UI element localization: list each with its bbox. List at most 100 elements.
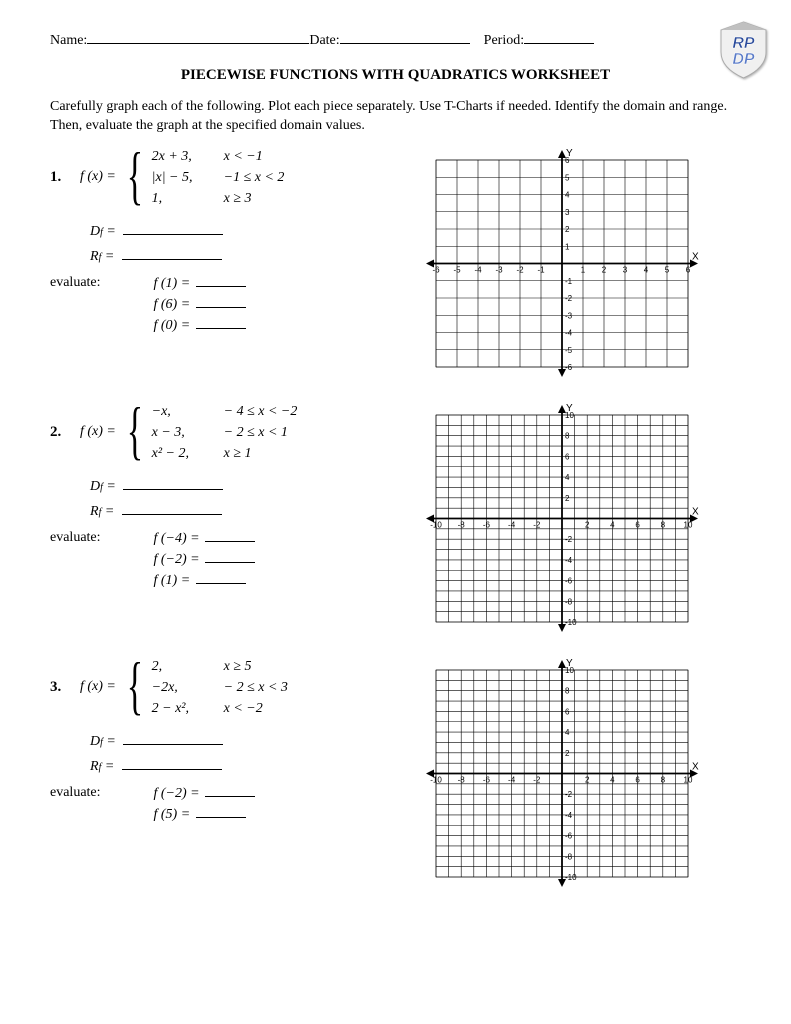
eval-line: f (1) =	[154, 572, 256, 589]
svg-text:10: 10	[684, 775, 693, 784]
svg-text:1: 1	[581, 265, 586, 274]
range-line: Rf =	[90, 503, 410, 520]
svg-text:4: 4	[565, 728, 570, 737]
range-blank[interactable]	[122, 503, 222, 515]
eval-blank[interactable]	[196, 806, 246, 818]
svg-text:3: 3	[565, 208, 570, 217]
svg-text:-8: -8	[458, 520, 466, 529]
eval-line: f (−2) =	[154, 785, 256, 802]
piece-cond: x < −1	[224, 146, 263, 167]
problems-container: 1. f (x) = { 2x + 3,x < −1|x| − 5,−1 ≤ x…	[50, 146, 741, 891]
svg-text:-4: -4	[565, 328, 573, 337]
piece-cond: − 2 ≤ x < 3	[224, 677, 288, 698]
date-blank[interactable]	[340, 30, 470, 44]
svg-text:2: 2	[602, 265, 607, 274]
piece-cond: − 2 ≤ x < 1	[224, 422, 288, 443]
svg-text:6: 6	[635, 520, 640, 529]
range-blank[interactable]	[122, 248, 222, 260]
svg-text:-4: -4	[565, 556, 573, 565]
eval-blank[interactable]	[205, 551, 255, 563]
svg-text:-1: -1	[537, 265, 545, 274]
piece-expr: −2x,	[152, 677, 224, 698]
svg-text:4: 4	[565, 190, 570, 199]
svg-text:-2: -2	[565, 790, 573, 799]
evaluate-block: evaluate: f (−2) = f (5) =	[50, 785, 410, 827]
svg-text:-5: -5	[565, 346, 573, 355]
svg-text:-10: -10	[430, 775, 442, 784]
problem: 2. f (x) = { −x,− 4 ≤ x < −2x − 3,− 2 ≤ …	[50, 401, 741, 636]
piece-cond: x < −2	[224, 698, 263, 719]
svg-text:5: 5	[665, 265, 670, 274]
graph: -6-6-5-5-4-4-3-3-2-2-1-1112233445566YX	[422, 146, 702, 381]
logo-top-text: RP	[732, 35, 755, 52]
instructions: Carefully graph each of the following. P…	[50, 98, 741, 136]
function-definition: f (x) = { 2x + 3,x < −1|x| − 5,−1 ≤ x < …	[80, 146, 284, 209]
problem-left: 2. f (x) = { −x,− 4 ≤ x < −2x − 3,− 2 ≤ …	[50, 401, 410, 593]
svg-text:X: X	[692, 251, 699, 262]
svg-text:10: 10	[684, 520, 693, 529]
piece-cond: x ≥ 5	[224, 656, 252, 677]
svg-text:3: 3	[623, 265, 628, 274]
piece-expr: 1,	[152, 188, 224, 209]
eval-blank[interactable]	[196, 317, 246, 329]
eval-blank[interactable]	[196, 275, 246, 287]
pieces: 2,x ≥ 5−2x,− 2 ≤ x < 32 − x²,x < −2	[152, 656, 288, 719]
svg-text:6: 6	[565, 452, 570, 461]
svg-text:-2: -2	[516, 265, 524, 274]
pieces: 2x + 3,x < −1|x| − 5,−1 ≤ x < 21,x ≥ 3	[152, 146, 285, 209]
page: RP DP Name: Date: Period: PIECEWISE FUNC…	[0, 0, 791, 931]
svg-text:2: 2	[565, 225, 570, 234]
logo-bottom-text: DP	[732, 51, 755, 68]
brace-icon: {	[127, 661, 143, 713]
svg-text:-3: -3	[495, 265, 503, 274]
name-label: Name:	[50, 33, 87, 49]
svg-text:8: 8	[565, 686, 570, 695]
problem-left: 3. f (x) = { 2,x ≥ 5−2x,− 2 ≤ x < 32 − x…	[50, 656, 410, 827]
eval-line: f (−2) =	[154, 551, 256, 568]
problem-left: 1. f (x) = { 2x + 3,x < −1|x| − 5,−1 ≤ x…	[50, 146, 410, 338]
piece-cond: x ≥ 3	[224, 188, 252, 209]
svg-text:-4: -4	[508, 775, 516, 784]
svg-text:6: 6	[565, 707, 570, 716]
name-blank[interactable]	[87, 30, 309, 44]
svg-text:-10: -10	[565, 618, 577, 627]
eval-blank[interactable]	[205, 530, 255, 542]
domain-blank[interactable]	[123, 733, 223, 745]
graph: -10-10-8-8-6-6-4-4-2-2224466881010YX	[422, 656, 702, 891]
piece-cond: x ≥ 1	[224, 443, 252, 464]
svg-text:2: 2	[585, 520, 590, 529]
range-blank[interactable]	[122, 758, 222, 770]
svg-text:-6: -6	[565, 831, 573, 840]
problem: 1. f (x) = { 2x + 3,x < −1|x| − 5,−1 ≤ x…	[50, 146, 741, 381]
piece-expr: 2 − x²,	[152, 698, 224, 719]
problem-number: 3.	[50, 679, 80, 696]
eval-line: f (−4) =	[154, 530, 256, 547]
svg-text:-5: -5	[453, 265, 461, 274]
piece-expr: 2,	[152, 656, 224, 677]
svg-text:Y: Y	[566, 658, 573, 669]
svg-text:-2: -2	[533, 520, 541, 529]
eval-blank[interactable]	[196, 572, 246, 584]
pieces: −x,− 4 ≤ x < −2x − 3,− 2 ≤ x < 1x² − 2,x…	[152, 401, 298, 464]
domain-blank[interactable]	[123, 478, 223, 490]
domain-line: Df =	[90, 733, 410, 750]
svg-text:-2: -2	[565, 535, 573, 544]
piece-cond: −1 ≤ x < 2	[224, 167, 285, 188]
svg-text:-4: -4	[474, 265, 482, 274]
svg-text:-6: -6	[432, 265, 440, 274]
piece-expr: x − 3,	[152, 422, 224, 443]
evaluate-block: evaluate: f (1) = f (6) = f (0) =	[50, 275, 410, 338]
svg-text:2: 2	[565, 749, 570, 758]
eval-blank[interactable]	[205, 785, 255, 797]
graph: -10-10-8-8-6-6-4-4-2-2224466881010YX	[422, 401, 702, 636]
worksheet-title: PIECEWISE FUNCTIONS WITH QUADRATICS WORK…	[50, 67, 741, 84]
eval-line: f (5) =	[154, 806, 256, 823]
svg-text:4: 4	[565, 473, 570, 482]
domain-blank[interactable]	[123, 223, 223, 235]
svg-text:2: 2	[585, 775, 590, 784]
period-blank[interactable]	[524, 30, 594, 44]
svg-text:-6: -6	[565, 363, 573, 372]
svg-text:8: 8	[661, 520, 666, 529]
svg-text:-10: -10	[430, 520, 442, 529]
eval-blank[interactable]	[196, 296, 246, 308]
